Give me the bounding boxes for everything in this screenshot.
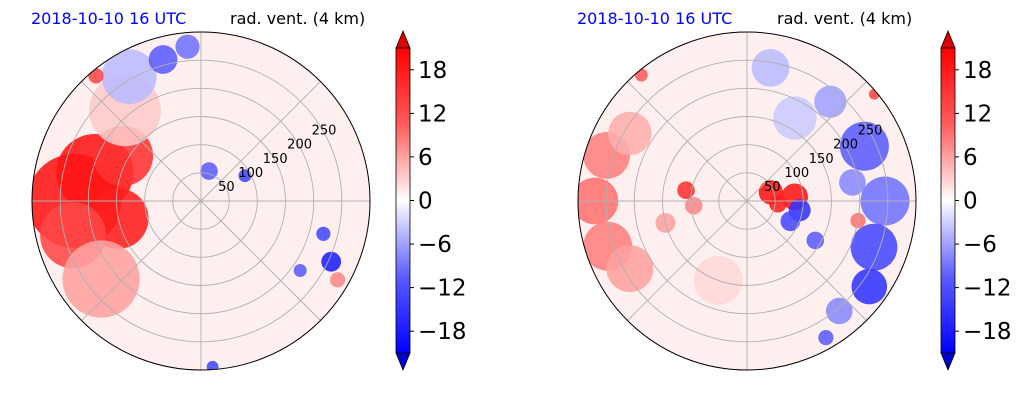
- left-polar-grid: [32, 32, 370, 370]
- velocity-feature-22: [751, 49, 790, 87]
- velocity-feature-5: [62, 240, 140, 318]
- right-polar-frame: [577, 31, 917, 371]
- velocity-feature-7: [101, 49, 157, 104]
- colorbar-tick-label-6: −18: [418, 319, 467, 345]
- right-colorbar: 18 12 6 0 −6 −12 −18: [940, 29, 1012, 372]
- left-panel: 2018-10-10 16 UTC rad. vent. (4 km) 5010…: [31, 9, 467, 372]
- azimuth-spoke-225: [627, 81, 748, 202]
- right-colorbar-bottom-extend: [940, 352, 956, 372]
- left-polar-frame: [31, 31, 371, 371]
- left-colorbar-bottom-extend: [395, 352, 411, 372]
- velocity-feature-20: [814, 85, 847, 118]
- velocity-feature-14: [316, 226, 331, 241]
- velocity-feature-18: [839, 169, 866, 196]
- velocity-feature-23: [826, 297, 853, 325]
- azimuth-spoke-45: [746, 200, 867, 321]
- velocity-feature-12: [780, 211, 801, 232]
- velocity-feature-11: [238, 169, 252, 183]
- velocity-feature-17: [851, 268, 888, 305]
- radial-tick-label-250: 250: [312, 124, 337, 139]
- colorbar-tick-label-2: 6: [963, 145, 978, 171]
- colorbar-tick-label-3: 0: [963, 189, 978, 215]
- colorbar-tick-label-6: −18: [963, 319, 1012, 345]
- velocity-feature-9: [175, 34, 200, 59]
- left-colorbar-body: [395, 47, 411, 354]
- radial-tick-label-50: 50: [218, 180, 235, 195]
- left-date-title: 2018-10-10 16 UTC: [31, 9, 186, 28]
- azimuth-spoke-315: [746, 81, 867, 202]
- colorbar-tick-label-2: 6: [418, 145, 433, 171]
- right-field-title: rad. vent. (4 km): [777, 9, 912, 28]
- velocity-feature-13: [321, 251, 342, 272]
- azimuth-spoke-135: [627, 200, 748, 321]
- velocity-feature-12: [200, 162, 218, 180]
- colorbar-tick-label-3: 0: [418, 189, 433, 215]
- velocity-feature-21: [773, 96, 817, 140]
- left-field-title: rad. vent. (4 km): [230, 9, 365, 28]
- colorbar-tick-label-0: 18: [963, 58, 992, 84]
- velocity-feature-10: [88, 68, 104, 84]
- radial-tick-label-250: 250: [858, 124, 883, 139]
- left-colorbar-top-extend: [395, 29, 411, 49]
- velocity-feature-17: [206, 360, 219, 370]
- velocity-feature-5: [677, 181, 695, 199]
- radial-tick-label-100: 100: [784, 166, 809, 181]
- colorbar-tick-label-1: 12: [963, 101, 992, 127]
- left-colorbar: 18 12 6 0 −6 −12 −18: [395, 29, 467, 372]
- radial-tick-label-150: 150: [809, 152, 834, 167]
- velocity-feature-8: [148, 45, 178, 74]
- right-colorbar-top-extend: [940, 29, 956, 49]
- velocity-feature-24: [818, 330, 834, 346]
- velocity-feature-16: [330, 272, 346, 288]
- right-polar-grid: [578, 32, 916, 370]
- colorbar-tick-label-4: −6: [418, 232, 452, 258]
- velocity-feature-16: [850, 223, 898, 271]
- radial-tick-label-200: 200: [833, 138, 858, 153]
- right-panel: 2018-10-10 16 UTC rad. vent. (4 km) 5010…: [577, 9, 1012, 372]
- colorbar-tick-label-5: −12: [418, 276, 467, 302]
- velocity-feature-4: [608, 111, 652, 156]
- azimuth-spoke-135: [81, 200, 202, 321]
- velocity-feature-14: [839, 121, 889, 171]
- colorbar-tick-label-0: 18: [418, 58, 447, 84]
- radial-tick-label-50: 50: [764, 180, 781, 195]
- azimuth-spoke-225: [81, 81, 202, 202]
- velocity-feature-10: [769, 194, 787, 213]
- colorbar-tick-label-5: −12: [963, 276, 1012, 302]
- velocity-feature-15: [293, 264, 307, 277]
- left-colorbar-ticks: 18 12 6 0 −6 −12 −18: [410, 58, 467, 345]
- colorbar-tick-label-4: −6: [963, 232, 997, 258]
- radial-tick-label-100: 100: [238, 166, 263, 181]
- velocity-feature-6: [684, 196, 703, 215]
- velocity-feature-27: [634, 68, 648, 82]
- right-colorbar-body: [940, 47, 956, 354]
- azimuth-spoke-45: [200, 200, 321, 321]
- radial-tick-label-200: 200: [287, 138, 312, 153]
- right-colorbar-ticks: 18 12 6 0 −6 −12 −18: [955, 58, 1012, 345]
- colorbar-tick-label-1: 12: [418, 101, 447, 127]
- azimuth-spoke-315: [200, 81, 321, 202]
- right-date-title: 2018-10-10 16 UTC: [577, 9, 732, 28]
- radial-tick-label-150: 150: [263, 152, 288, 167]
